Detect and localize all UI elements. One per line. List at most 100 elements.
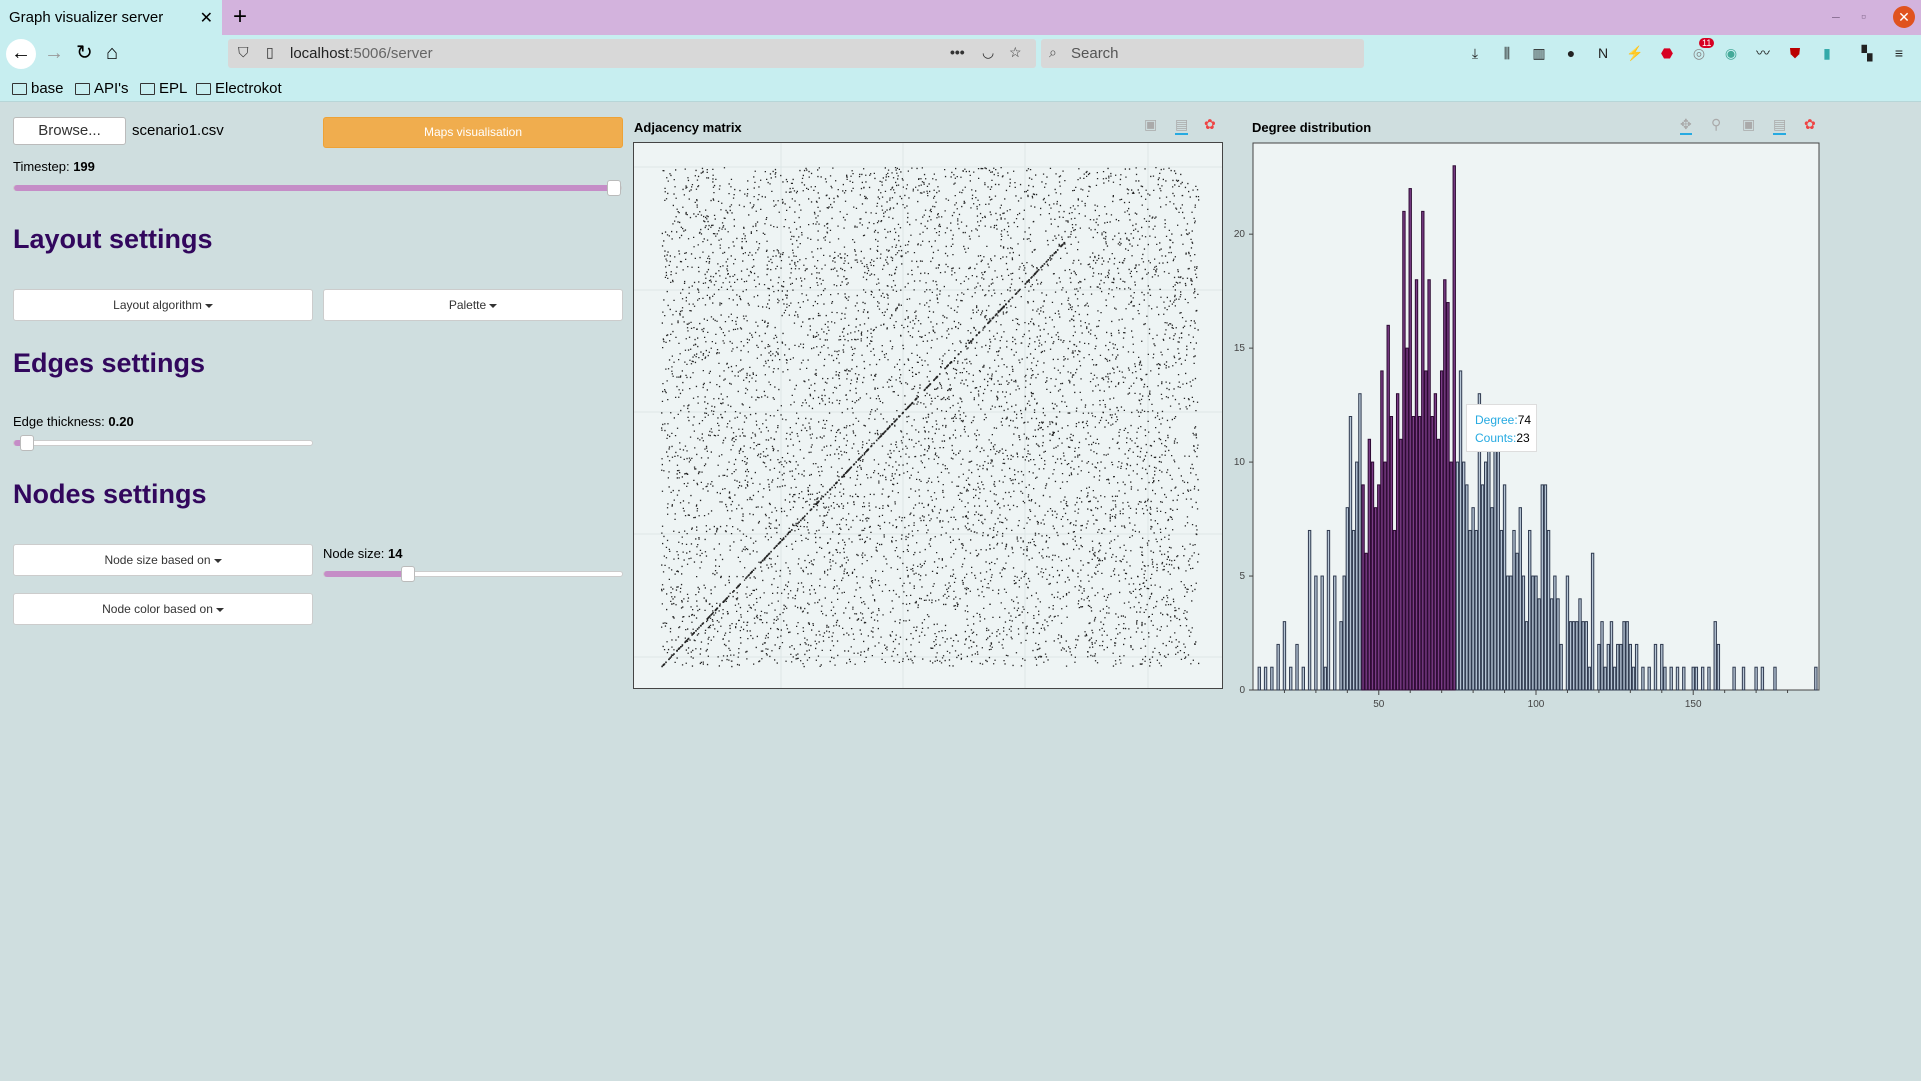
histogram-bar[interactable] — [1647, 666, 1651, 691]
histogram-bar[interactable] — [1433, 393, 1438, 691]
histogram-bar[interactable] — [1499, 529, 1504, 691]
histogram-bar[interactable] — [1534, 575, 1538, 691]
histogram-bar[interactable] — [1257, 666, 1261, 691]
reload-icon[interactable]: ↻ — [76, 42, 93, 64]
bokeh-logo-icon[interactable]: ✿ — [1804, 116, 1816, 132]
histogram-bar[interactable] — [1512, 529, 1516, 691]
histogram-bar[interactable] — [1537, 598, 1541, 691]
pocket-icon[interactable]: ◡ — [982, 44, 995, 60]
home-icon[interactable]: ⌂ — [106, 42, 119, 64]
histogram-bar[interactable] — [1616, 643, 1620, 691]
histogram-bar[interactable] — [1675, 666, 1680, 691]
histogram-bar[interactable] — [1358, 393, 1362, 691]
histogram-bar[interactable] — [1389, 416, 1394, 691]
adblock-icon[interactable]: ⬣ — [1660, 45, 1674, 61]
histogram-bar[interactable] — [1490, 507, 1494, 691]
histogram-bar[interactable] — [1754, 666, 1758, 691]
histogram-bar[interactable] — [1628, 643, 1633, 691]
minimize-icon[interactable]: – — [1832, 8, 1840, 24]
histogram-bar[interactable] — [1506, 575, 1510, 691]
histogram-bar[interactable] — [1430, 416, 1434, 691]
hover-tool-icon[interactable]: ▤ — [1175, 116, 1189, 135]
histogram-bar[interactable] — [1405, 347, 1409, 691]
save-icon[interactable]: ▣ — [1144, 116, 1158, 132]
histogram-bar[interactable] — [1414, 279, 1419, 691]
histogram-bar[interactable] — [1760, 666, 1765, 691]
pan-tool-icon[interactable]: ✥ — [1680, 116, 1692, 135]
histogram-bar[interactable] — [1568, 621, 1573, 691]
histogram-bar[interactable] — [1713, 621, 1717, 691]
save-icon[interactable]: ▣ — [1742, 116, 1756, 132]
histogram-bar[interactable] — [1590, 552, 1595, 691]
histogram-bar[interactable] — [1502, 484, 1507, 691]
histogram-bar[interactable] — [1553, 575, 1557, 691]
histogram-bar[interactable] — [1471, 507, 1475, 691]
histogram-bar[interactable] — [1518, 507, 1522, 691]
histogram-bar[interactable] — [1546, 529, 1551, 691]
histogram-bar[interactable] — [1597, 643, 1601, 691]
histogram-bar[interactable] — [1383, 461, 1387, 691]
histogram-bar[interactable] — [1282, 621, 1287, 691]
histogram-bar[interactable] — [1458, 370, 1463, 691]
histogram-bar[interactable] — [1509, 575, 1513, 691]
menu-icon[interactable]: ≡ — [1894, 45, 1904, 61]
close-tab-icon[interactable]: ✕ — [199, 10, 213, 27]
bokeh-logo-icon[interactable]: ✿ — [1204, 116, 1216, 132]
histogram-bar[interactable] — [1276, 643, 1280, 691]
bookmark-star-icon[interactable]: ☆ — [1009, 44, 1022, 60]
histogram-bar[interactable] — [1361, 484, 1365, 691]
edge-thickness-slider-handle[interactable] — [20, 435, 34, 451]
sidebar-icon[interactable]: ▥ — [1532, 45, 1546, 61]
histogram-bar[interactable] — [1484, 461, 1488, 691]
bookmark-folder-base[interactable]: base — [12, 80, 64, 97]
histogram-bar[interactable] — [1609, 621, 1614, 691]
histogram-bar[interactable] — [1606, 643, 1611, 691]
histogram-bar[interactable] — [1455, 461, 1460, 691]
histogram-bar[interactable] — [1477, 393, 1482, 691]
histogram-bar[interactable] — [1411, 416, 1416, 691]
histogram-bar[interactable] — [1694, 666, 1699, 691]
histogram-bar[interactable] — [1395, 393, 1400, 691]
histogram-bar[interactable] — [1584, 621, 1588, 691]
forward-icon[interactable]: → — [44, 42, 64, 64]
histogram-bar[interactable] — [1653, 643, 1658, 691]
histogram-bar[interactable] — [1600, 621, 1604, 691]
node-size-based-on-dropdown[interactable]: Node size based on — [13, 544, 313, 576]
histogram-bar[interactable] — [1691, 666, 1695, 691]
shield-icon[interactable]: ⛉ — [238, 44, 249, 60]
histogram-bar[interactable] — [1351, 529, 1356, 691]
browse-button[interactable]: Browse... — [13, 117, 126, 145]
histogram-bar[interactable] — [1452, 165, 1456, 691]
histogram-bar[interactable] — [1732, 666, 1736, 691]
palette-dropdown[interactable]: Palette — [323, 289, 623, 321]
histogram-bar[interactable] — [1707, 666, 1711, 691]
library-icon[interactable]: ⫼ — [1503, 45, 1511, 61]
histogram-bar[interactable] — [1333, 575, 1337, 691]
chart-extension-icon[interactable]: 〰 — [1756, 45, 1770, 61]
histogram-bar[interactable] — [1345, 507, 1350, 691]
edge-thickness-slider[interactable] — [13, 435, 313, 451]
timestep-slider[interactable] — [13, 180, 622, 196]
histogram-bar[interactable] — [1663, 666, 1667, 691]
histogram-bar[interactable] — [1521, 575, 1526, 691]
histogram-bar[interactable] — [1493, 416, 1497, 691]
node-color-based-on-dropdown[interactable]: Node color based on — [13, 593, 313, 625]
window-close-icon[interactable]: ✕ — [1893, 6, 1915, 28]
extension-badge-icon[interactable]: ◎ — [1692, 45, 1706, 61]
histogram-bar[interactable] — [1421, 210, 1425, 691]
histogram-bar[interactable] — [1392, 529, 1397, 691]
adjacency-matrix-plot[interactable] — [633, 142, 1223, 689]
histogram-bar[interactable] — [1700, 666, 1705, 691]
bookmark-folder-epl[interactable]: EPL — [140, 80, 187, 97]
histogram-bar[interactable] — [1612, 666, 1617, 691]
histogram-bar[interactable] — [1301, 666, 1305, 691]
histogram-bar[interactable] — [1741, 666, 1746, 691]
notion-icon[interactable]: N — [1597, 45, 1609, 61]
wheel-zoom-icon[interactable]: ⚲ — [1711, 116, 1722, 132]
vpn-icon[interactable]: ◉ — [1724, 45, 1738, 61]
histogram-bar[interactable] — [1355, 461, 1359, 691]
histogram-bar[interactable] — [1814, 666, 1818, 691]
histogram-bar[interactable] — [1342, 575, 1346, 691]
bookmark-folder-apis[interactable]: API's — [75, 80, 129, 97]
histogram-bar[interactable] — [1377, 484, 1381, 691]
